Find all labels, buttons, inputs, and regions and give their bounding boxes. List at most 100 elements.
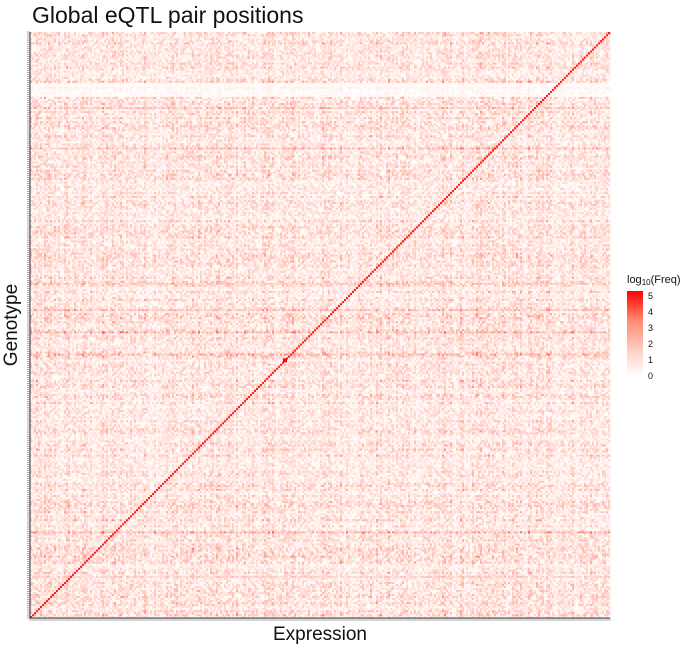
heatmap-cell xyxy=(478,598,480,600)
heatmap-cell xyxy=(292,614,294,616)
heatmap-cell xyxy=(108,602,110,604)
heatmap-cell xyxy=(196,596,198,598)
heatmap-cell xyxy=(410,598,412,600)
heatmap-cell xyxy=(36,600,38,602)
heatmap-cell xyxy=(358,598,360,600)
heatmap-cell xyxy=(536,604,538,606)
heatmap-cell xyxy=(532,614,534,616)
heatmap-cell xyxy=(138,604,140,606)
heatmap-cell xyxy=(32,598,34,600)
heatmap-cell xyxy=(316,598,318,600)
heatmap-cell xyxy=(224,608,226,610)
heatmap-cell xyxy=(144,598,146,600)
heatmap-cell xyxy=(258,596,260,598)
heatmap-cell xyxy=(254,612,256,614)
heatmap-cell xyxy=(110,598,112,600)
heatmap-cell xyxy=(334,598,336,600)
heatmap-cell xyxy=(328,598,330,600)
heatmap-cell xyxy=(104,608,106,610)
heatmap-cell xyxy=(194,614,196,616)
heatmap-cell xyxy=(542,606,544,608)
heatmap-cell xyxy=(360,610,362,612)
heatmap-cell xyxy=(582,612,584,614)
heatmap-cell xyxy=(194,610,196,612)
heatmap-cell xyxy=(570,606,572,608)
heatmap-cell xyxy=(130,600,132,602)
heatmap-cell xyxy=(508,598,510,600)
heatmap-cell xyxy=(364,604,366,606)
heatmap-cell xyxy=(182,610,184,612)
heatmap-cell xyxy=(206,606,208,608)
heatmap-cell xyxy=(160,604,162,606)
heatmap-cell xyxy=(366,610,368,612)
heatmap-cell xyxy=(164,604,166,606)
heatmap-cell xyxy=(350,600,352,602)
heatmap-cell xyxy=(592,598,594,600)
heatmap-cell xyxy=(172,612,174,614)
heatmap-cell xyxy=(156,598,158,600)
heatmap-cell xyxy=(400,602,402,604)
heatmap-cell xyxy=(84,602,86,604)
heatmap-cell xyxy=(242,602,244,604)
heatmap-cell xyxy=(66,606,68,608)
heatmap-cell xyxy=(282,600,284,602)
heatmap-cell xyxy=(398,614,400,616)
heatmap-cell xyxy=(388,612,390,614)
heatmap-cell xyxy=(478,604,480,606)
heatmap-cell xyxy=(76,610,78,612)
heatmap-cell xyxy=(452,598,454,600)
heatmap-cell xyxy=(472,610,474,612)
heatmap-cell xyxy=(252,602,254,604)
heatmap-cell xyxy=(388,604,390,606)
heatmap-cell xyxy=(72,604,74,606)
heatmap-cell xyxy=(182,604,184,606)
heatmap-cell xyxy=(90,606,92,608)
heatmap-cell xyxy=(210,606,212,608)
heatmap-cell xyxy=(586,604,588,606)
heatmap-cell xyxy=(142,602,144,604)
heatmap-cell xyxy=(300,600,302,602)
heatmap-cell xyxy=(386,602,388,604)
heatmap-cell xyxy=(446,604,448,606)
heatmap-cell xyxy=(318,598,320,600)
heatmap-cell xyxy=(258,602,260,604)
heatmap-cell xyxy=(350,608,352,610)
heatmap-cell xyxy=(592,610,594,612)
heatmap-cell xyxy=(376,614,378,616)
heatmap-cell xyxy=(284,612,286,614)
heatmap-cell xyxy=(138,614,140,616)
heatmap-cell xyxy=(64,612,66,614)
heatmap-cell xyxy=(70,598,72,600)
heatmap-cell xyxy=(596,614,598,616)
heatmap-cell xyxy=(472,606,474,608)
heatmap-cell xyxy=(56,598,58,600)
heatmap-cell xyxy=(590,598,592,600)
heatmap-cell xyxy=(396,608,398,610)
heatmap-cell xyxy=(482,612,484,614)
heatmap-cell xyxy=(460,612,462,614)
heatmap-cell xyxy=(304,610,306,612)
heatmap-cell xyxy=(484,606,486,608)
heatmap-cell xyxy=(598,610,600,612)
heatmap-cell xyxy=(302,598,304,600)
heatmap-cell xyxy=(436,606,438,608)
heatmap-cell xyxy=(508,600,510,602)
heatmap-cell xyxy=(112,606,114,608)
heatmap-cell xyxy=(292,600,294,602)
heatmap-cell xyxy=(60,614,62,616)
heatmap-cell xyxy=(186,604,188,606)
heatmap-cell xyxy=(146,614,148,616)
heatmap-cell xyxy=(554,614,556,616)
heatmap-cell xyxy=(410,602,412,604)
heatmap-cell xyxy=(318,610,320,612)
heatmap-cell xyxy=(464,598,466,600)
heatmap-cell xyxy=(246,600,248,602)
heatmap-cell xyxy=(320,602,322,604)
heatmap-cell xyxy=(138,602,140,604)
heatmap-cell xyxy=(506,612,508,614)
heatmap-cell xyxy=(394,612,396,614)
heatmap-cell xyxy=(112,600,114,602)
heatmap-cell xyxy=(392,610,394,612)
heatmap-cell xyxy=(326,614,328,616)
heatmap-cell xyxy=(286,596,288,598)
